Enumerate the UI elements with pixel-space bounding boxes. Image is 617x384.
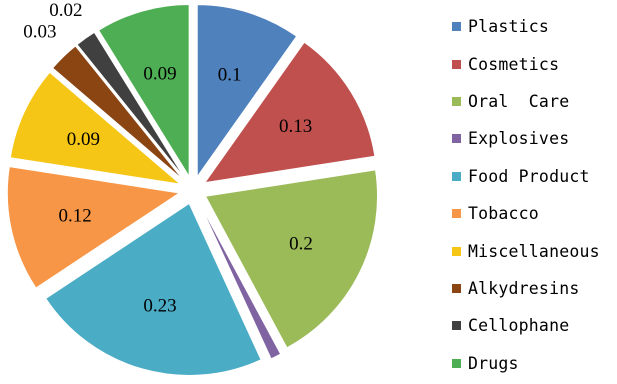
legend-item-plastics: Plastics <box>452 8 617 45</box>
legend-swatch-explosives <box>452 134 461 144</box>
legend-item-food-product: Food Product <box>452 158 617 195</box>
legend-label-explosives: Explosives <box>468 129 570 149</box>
legend-swatch-oral-care <box>452 96 461 106</box>
legend-item-cosmetics: Cosmetics <box>452 45 617 82</box>
legend-item-cellophane: Cellophane <box>452 307 617 344</box>
data-label-plastics: 0.1 <box>218 65 242 86</box>
data-label-cosmetics: 0.13 <box>279 116 312 137</box>
pie-slice-alkydresins <box>51 45 184 181</box>
pie-slice-miscellaneous <box>9 71 182 185</box>
legend-swatch-plastics <box>452 22 461 32</box>
data-label-tobacco: 0.12 <box>59 205 92 226</box>
legend-swatch-drugs <box>452 358 461 368</box>
pie-slice-food-product <box>45 202 262 376</box>
pie-slice-plastics <box>196 4 298 179</box>
legend-label-tobacco: Tobacco <box>468 204 539 224</box>
pie-slice-drugs <box>97 4 190 179</box>
legend-label-oral-care: Oral Care <box>468 91 570 111</box>
chart-legend: Plastics Cosmetics Oral Care Explosives Food… <box>452 8 617 382</box>
data-label-oral-care: 0.2 <box>289 233 313 254</box>
legend-item-miscellaneous: Miscellaneous <box>452 232 617 269</box>
legend-swatch-alkydresins <box>452 283 461 293</box>
legend-label-cosmetics: Cosmetics <box>468 54 560 74</box>
pie-slice-oral-care <box>204 169 378 349</box>
legend-label-alkydresins: Alkydresins <box>468 278 580 298</box>
pie-slice-tobacco <box>6 166 181 289</box>
pie-slice-cosmetics <box>203 41 376 184</box>
legend-swatch-food-product <box>452 171 461 181</box>
legend-item-oral-care: Oral Care <box>452 83 617 120</box>
legend-label-drugs: Drugs <box>468 353 519 373</box>
legend-item-explosives: Explosives <box>452 120 617 157</box>
legend-item-alkydresins: Alkydresins <box>452 270 617 307</box>
legend-swatch-miscellaneous <box>452 246 461 256</box>
legend-item-drugs: Drugs <box>452 345 617 382</box>
data-label-drugs: 0.09 <box>143 63 176 84</box>
data-label-cellophane: 0.02 <box>49 0 82 21</box>
legend-swatch-cellophane <box>452 321 461 331</box>
legend-label-plastics: Plastics <box>468 17 550 37</box>
legend-swatch-tobacco <box>452 209 461 219</box>
data-label-alkydresins: 0.03 <box>23 22 56 43</box>
legend-swatch-cosmetics <box>452 59 461 69</box>
pie-slice-cellophane <box>76 31 186 179</box>
legend-label-miscellaneous: Miscellaneous <box>468 241 600 261</box>
data-label-food-product: 0.23 <box>143 296 176 317</box>
legend-label-food-product: Food Product <box>468 166 590 186</box>
pie-slice-explosives <box>198 202 282 360</box>
legend-label-cellophane: Cellophane <box>468 316 570 336</box>
legend-item-tobacco: Tobacco <box>452 195 617 232</box>
data-label-miscellaneous: 0.09 <box>67 129 100 150</box>
